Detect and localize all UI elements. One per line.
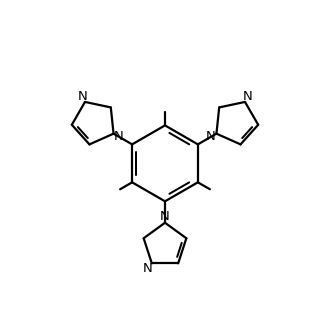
Text: N: N: [78, 90, 87, 103]
Text: N: N: [160, 210, 170, 223]
Text: N: N: [114, 130, 124, 143]
Text: N: N: [243, 90, 252, 103]
Text: N: N: [206, 130, 216, 143]
Text: N: N: [143, 262, 153, 275]
